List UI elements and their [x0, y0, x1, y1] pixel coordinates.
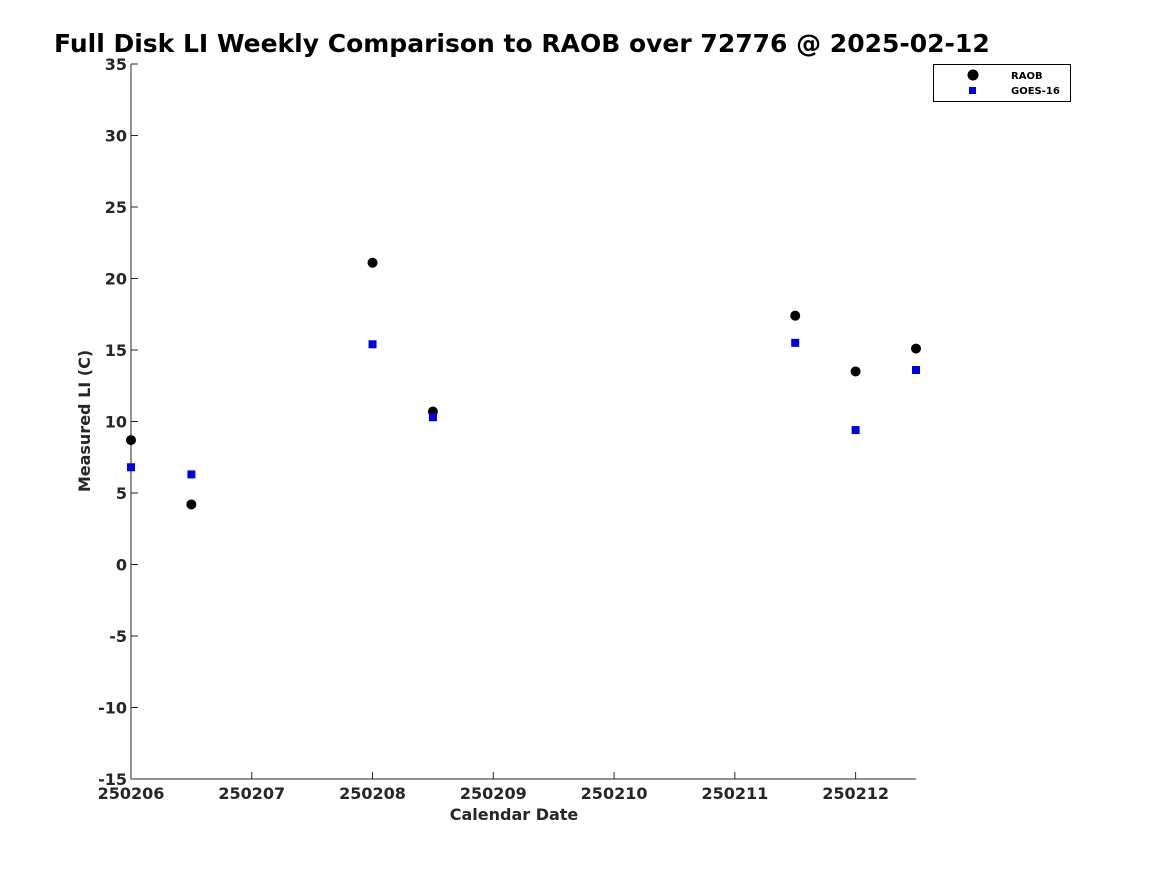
- point-goes16: [912, 366, 920, 375]
- point-goes16: [368, 340, 377, 349]
- point-goes16: [851, 426, 860, 435]
- point-raob: [186, 499, 197, 510]
- y-tick-label: 10: [105, 413, 127, 432]
- point-goes16: [127, 463, 135, 472]
- y-tick-label: 15: [105, 341, 127, 360]
- y-tick-label: -5: [109, 627, 127, 646]
- point-raob: [367, 257, 378, 268]
- point-goes16: [428, 413, 437, 422]
- x-tick-label: 250208: [339, 784, 406, 803]
- y-tick-label: 35: [105, 55, 127, 74]
- x-axis-label: Calendar Date: [450, 805, 579, 824]
- y-tick-label: 25: [105, 198, 127, 217]
- legend-label-raob: RAOB: [1011, 71, 1043, 82]
- legend-marker-goes16: [969, 87, 976, 94]
- point-raob: [911, 343, 921, 354]
- y-axis-ticks: -15 -10 -5 0 5 10 15 20 25 30 35: [98, 55, 138, 789]
- y-tick-label: -10: [98, 699, 127, 718]
- x-tick-label: 250207: [218, 784, 285, 803]
- x-tick-label: 250211: [701, 784, 768, 803]
- point-goes16: [187, 470, 196, 479]
- x-axis-ticks: 250206 250207 250208 250209 250210 250211 2502…: [98, 772, 889, 803]
- x-tick-label: 250212: [822, 784, 889, 803]
- legend-box: [933, 64, 1071, 102]
- y-axis-label: Measured LI (C): [75, 350, 94, 492]
- x-tick-label: 250210: [581, 784, 648, 803]
- y-tick-label: 5: [116, 484, 127, 503]
- y-tick-label: 20: [105, 270, 127, 289]
- y-tick-label: 30: [105, 127, 127, 146]
- legend: RAOB GOES-16: [933, 64, 1071, 102]
- x-tick-label: 250206: [98, 784, 165, 803]
- y-tick-label: 0: [116, 556, 127, 575]
- point-raob: [126, 435, 136, 446]
- chart-title: Full Disk LI Weekly Comparison to RAOB o…: [54, 29, 990, 58]
- point-raob: [790, 310, 801, 321]
- legend-marker-raob: [967, 69, 979, 81]
- y-tick-label: -15: [98, 770, 127, 789]
- x-tick-label: 250209: [460, 784, 527, 803]
- legend-label-goes16: GOES-16: [1011, 86, 1060, 97]
- point-goes16: [791, 338, 800, 347]
- point-raob: [850, 366, 861, 377]
- data-points: [126, 257, 921, 510]
